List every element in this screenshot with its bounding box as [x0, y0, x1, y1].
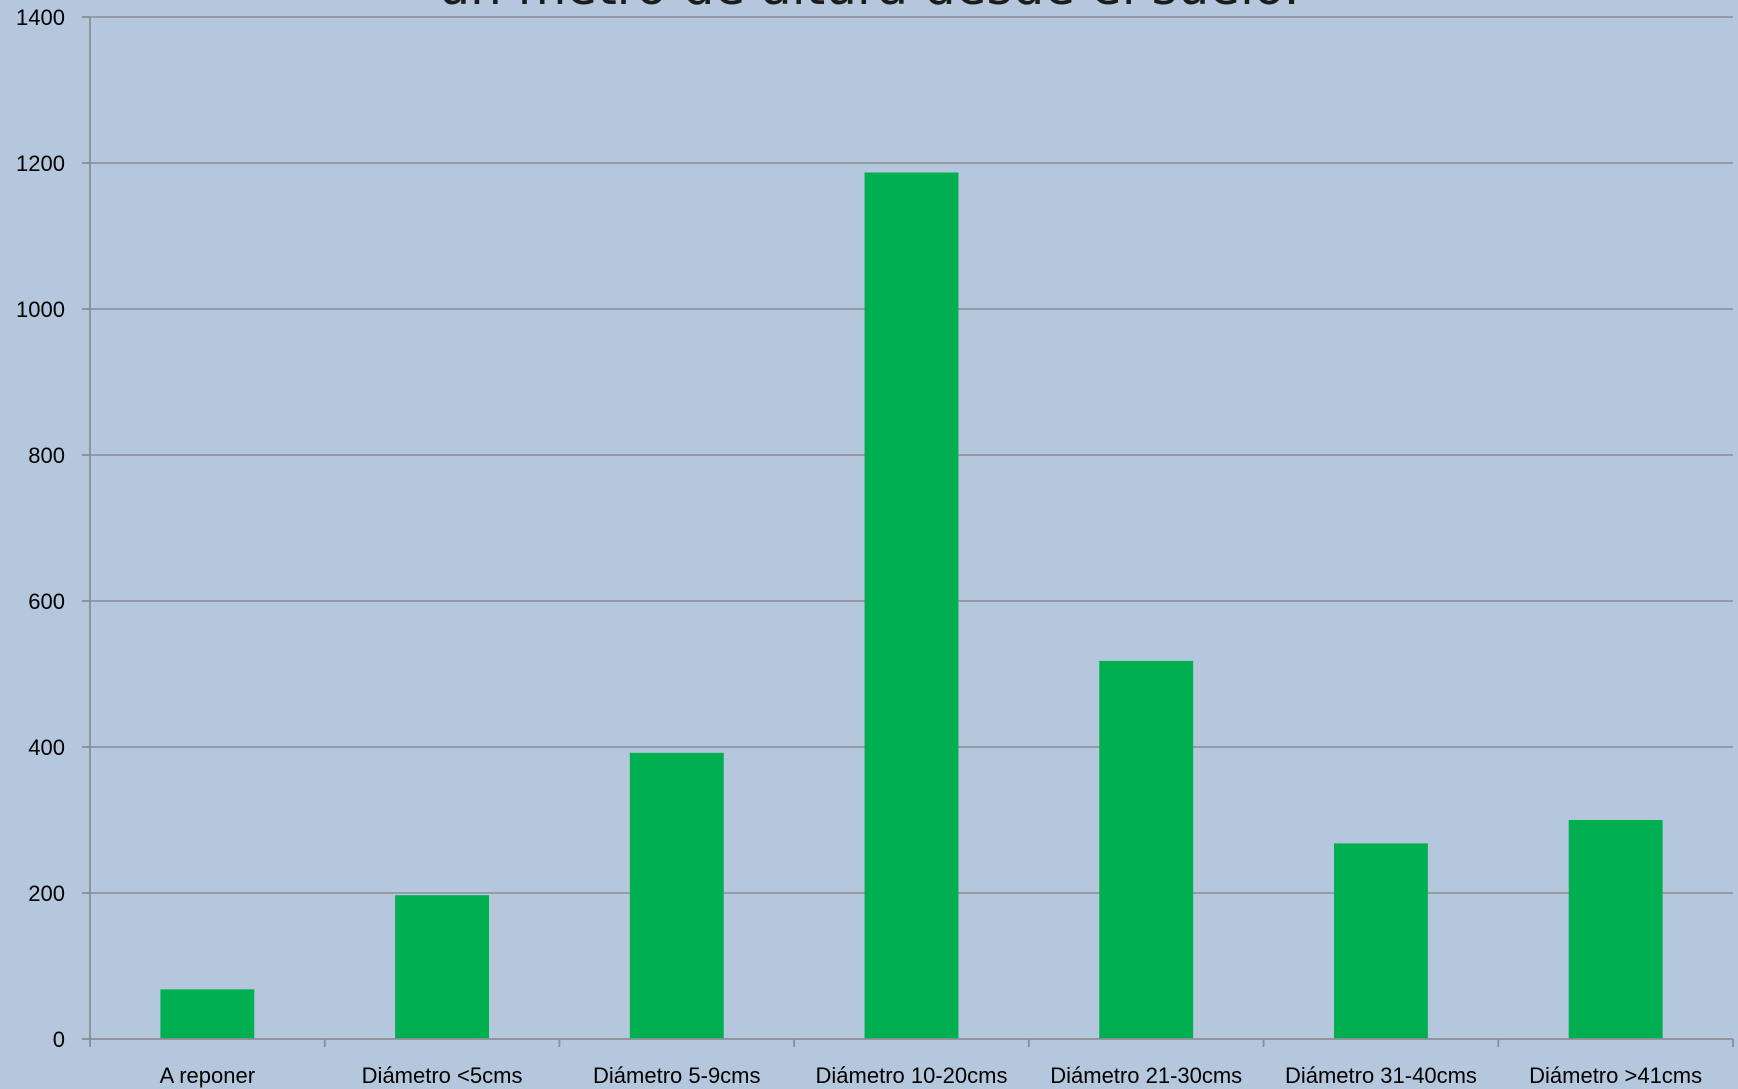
x-tick-label: Diámetro <5cms [362, 1063, 523, 1088]
x-tick-label: Diámetro 5-9cms [593, 1063, 760, 1088]
y-tick-label: 1200 [16, 151, 65, 176]
axes [89, 17, 1734, 1047]
y-tick-label: 600 [28, 589, 65, 614]
y-tick-label: 400 [28, 735, 65, 760]
x-tick-label: Diámetro 21-30cms [1050, 1063, 1242, 1088]
y-tick-label: 1000 [16, 297, 65, 322]
y-tick-label: 1400 [16, 5, 65, 30]
bars [160, 172, 1663, 1040]
x-tick-label: Diámetro 10-20cms [816, 1063, 1008, 1088]
bar [1333, 843, 1428, 1039]
y-tick-label: 200 [28, 881, 65, 906]
bar [629, 752, 724, 1039]
bar [1099, 660, 1194, 1039]
y-tick-labels: 0 200 400 600 800 1000 1200 1400 [16, 5, 65, 1052]
x-tick-label: A reponer [160, 1063, 255, 1088]
x-tick-label: Diámetro 31-40cms [1285, 1063, 1477, 1088]
bar [1568, 820, 1663, 1039]
y-tick-label: 0 [53, 1027, 65, 1052]
chart-title: un metro de altura desde el suelo. [0, 0, 1738, 16]
bar [395, 895, 490, 1039]
bar [160, 989, 255, 1039]
x-tick-label: Diámetro >41cms [1529, 1063, 1702, 1088]
bar [864, 172, 959, 1040]
x-tick-labels: A reponer Diámetro <5cms Diámetro 5-9cms Di… [160, 1063, 1702, 1088]
y-tick-label: 800 [28, 443, 65, 468]
